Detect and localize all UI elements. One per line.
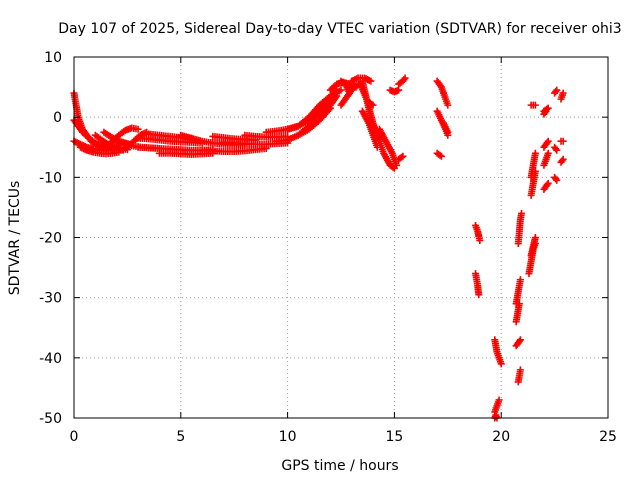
data-point-marker [543, 181, 551, 189]
data-point-marker [543, 139, 551, 147]
data-point-marker [373, 143, 381, 151]
axis-ticks: 0 5 10 15 20 25 10 0 -10 -20 -30 -40 -50 [39, 50, 617, 445]
data-point-marker [552, 175, 560, 183]
data-point-marker [400, 76, 408, 84]
data-point-marker [541, 109, 549, 117]
data-point-marker [436, 151, 444, 159]
data-point-marker [515, 300, 523, 308]
data-point-marker [476, 237, 484, 245]
data-point-marker [444, 101, 452, 109]
y-tick-label: -20 [39, 231, 62, 247]
data-point-marker [398, 153, 406, 161]
data-point-marker [475, 291, 483, 299]
y-tick-label: -30 [39, 291, 62, 307]
data-points [70, 74, 567, 422]
data-point-marker [367, 77, 375, 85]
y-tick-label: 0 [53, 110, 62, 126]
y-tick-label: -10 [39, 170, 62, 186]
data-point-marker [393, 161, 401, 169]
data-point-marker [559, 137, 567, 145]
data-point-marker [332, 94, 340, 102]
data-point-marker [333, 92, 341, 100]
data-point-marker [134, 125, 142, 133]
data-point-marker [531, 234, 539, 241]
data-point-marker [553, 176, 561, 184]
y-tick-label: 10 [44, 50, 62, 66]
data-point-marker [497, 360, 505, 368]
data-point-marker [544, 137, 552, 145]
data-point-marker [444, 128, 452, 136]
x-axis-label: GPS time / hours [281, 458, 398, 474]
data-point-marker [544, 179, 552, 187]
y-tick-label: -50 [39, 411, 62, 427]
data-point-marker [399, 152, 407, 160]
data-point-marker [531, 149, 539, 157]
data-point-marker [401, 74, 409, 82]
data-point-marker [332, 88, 340, 96]
data-point-marker [559, 89, 567, 97]
data-point-marker [542, 107, 550, 115]
data-point-marker [517, 209, 525, 217]
data-point-marker [544, 149, 552, 157]
data-point-marker [516, 366, 524, 374]
x-tick-label: 0 [70, 429, 79, 445]
data-point-marker [552, 145, 560, 153]
x-tick-label: 10 [279, 429, 297, 445]
data-point-marker [531, 101, 539, 109]
data-point-marker [395, 86, 403, 94]
data-point-marker [552, 88, 560, 96]
data-point-marker [369, 101, 377, 109]
data-point-marker [516, 276, 524, 284]
chart-title: Day 107 of 2025, Sidereal Day-to-day VTE… [58, 21, 621, 37]
data-point-marker [515, 337, 523, 345]
data-point-marker [516, 336, 524, 344]
data-point-marker [553, 86, 561, 94]
x-tick-label: 25 [599, 429, 617, 445]
data-point-marker [495, 396, 503, 404]
y-axis-label: SDTVAR / TECUs [7, 181, 23, 296]
grid [74, 57, 608, 418]
y-tick-label: -40 [39, 351, 62, 367]
data-point-marker [558, 157, 566, 165]
data-point-marker [553, 146, 561, 154]
data-point-marker [437, 152, 445, 160]
x-tick-label: 15 [385, 429, 403, 445]
data-point-marker [559, 155, 567, 163]
data-point-marker [389, 163, 397, 171]
x-tick-label: 5 [176, 429, 185, 445]
data-point-marker [368, 100, 376, 108]
data-point-marker [436, 82, 444, 90]
x-tick-label: 20 [492, 429, 510, 445]
